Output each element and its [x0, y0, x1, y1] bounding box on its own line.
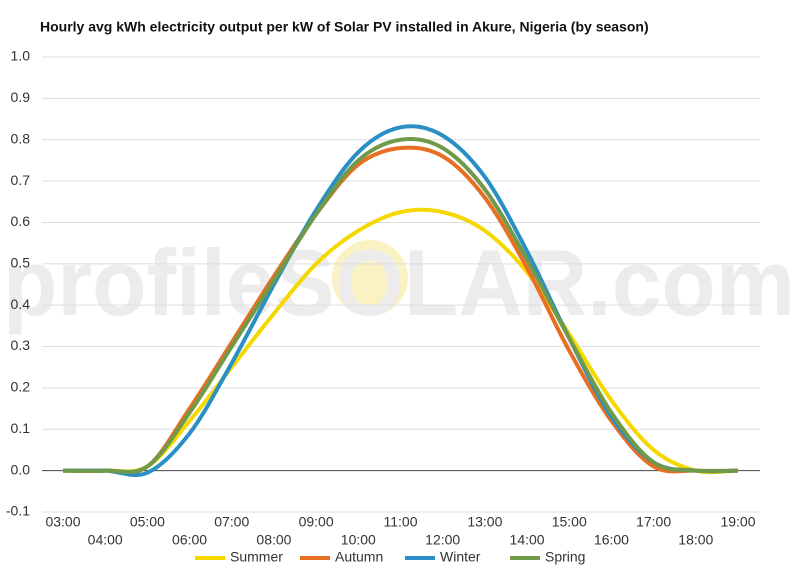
series-line: [62, 207, 739, 475]
x-tick-label: 16:00: [594, 532, 629, 548]
y-tick-label: 0.7: [11, 172, 31, 188]
x-tick-label: 05:00: [130, 514, 165, 530]
series-line: [62, 136, 739, 474]
x-tick-label: 04:00: [88, 532, 123, 548]
watermark-sun: [332, 240, 408, 316]
x-tick-label: 15:00: [552, 514, 587, 530]
y-tick-label: 0.8: [11, 130, 31, 146]
x-tick-label: 06:00: [172, 532, 207, 548]
y-tick-label: 0.3: [11, 337, 31, 353]
x-tick-label: 08:00: [256, 532, 291, 548]
x-tick-label: 09:00: [299, 514, 334, 530]
y-tick-label: 1.0: [11, 48, 31, 64]
x-tick-label: 10:00: [341, 532, 376, 548]
chart-title: Hourly avg kWh electricity output per kW…: [40, 19, 649, 35]
legend-label: Winter: [440, 549, 481, 565]
y-tick-label: 0.0: [11, 461, 31, 477]
x-tick-label: 11:00: [384, 514, 418, 530]
series-line: [62, 124, 739, 478]
x-tick-label: 03:00: [45, 514, 80, 530]
x-tick-label: 14:00: [510, 532, 545, 548]
x-tick-label: 13:00: [467, 514, 502, 530]
x-tick-label: 07:00: [214, 514, 249, 530]
x-tick-label: 18:00: [678, 532, 713, 548]
x-tick-label: 19:00: [720, 514, 755, 530]
x-tick-label: 12:00: [425, 532, 460, 548]
watermark: profileSOLAR.com: [3, 230, 795, 335]
x-tick-label: 17:00: [636, 514, 671, 530]
y-tick-label: 0.1: [11, 420, 31, 436]
legend-label: Summer: [230, 549, 283, 565]
y-tick-label: 0.9: [11, 89, 31, 105]
y-tick-label: 0.5: [11, 255, 31, 271]
legend-label: Autumn: [335, 549, 383, 565]
y-tick-label: -0.1: [6, 503, 30, 519]
legend-label: Spring: [545, 549, 585, 565]
series-line: [62, 145, 739, 475]
y-tick-label: 0.6: [11, 213, 31, 229]
y-tick-label: 0.2: [11, 379, 31, 395]
y-tick-label: 0.4: [11, 296, 31, 312]
